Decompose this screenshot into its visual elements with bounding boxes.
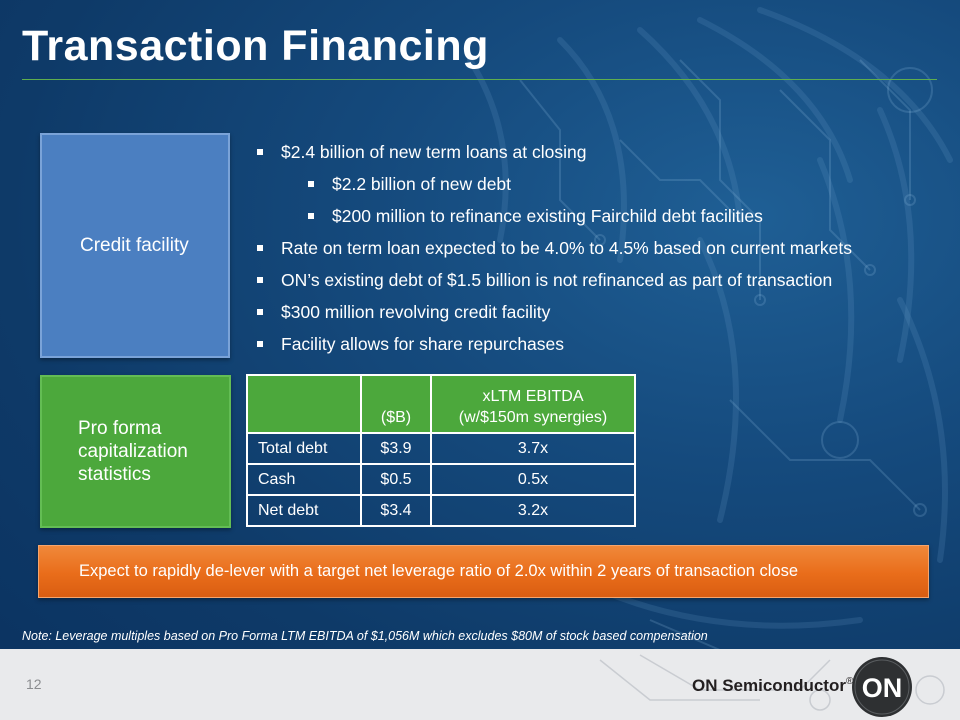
bullet-text: ON’s existing debt of $1.5 billion is no… bbox=[281, 270, 833, 290]
brand-text: ON Semiconductor bbox=[692, 676, 846, 695]
bullet-text: $2.2 billion of new debt bbox=[332, 174, 512, 194]
row-multiple: 3.2x bbox=[430, 494, 636, 527]
bullet-item: $2.4 billion of new term loans at closin… bbox=[255, 140, 945, 172]
square-bullet-icon bbox=[308, 213, 314, 219]
square-bullet-icon bbox=[308, 181, 314, 187]
delever-callout-banner: Expect to rapidly de-lever with a target… bbox=[38, 545, 929, 598]
row-amount: $3.9 bbox=[360, 432, 432, 465]
bullet-text: $2.4 billion of new term loans at closin… bbox=[281, 142, 587, 162]
table-row: Cash $0.5 0.5x bbox=[246, 463, 636, 496]
bullet-item: Rate on term loan expected to be 4.0% to… bbox=[255, 236, 945, 268]
on-semiconductor-logo-icon: ON bbox=[852, 657, 912, 717]
row-label: Cash bbox=[246, 463, 362, 496]
bullet-text: $300 million revolving credit facility bbox=[281, 302, 551, 322]
table-row: Net debt $3.4 3.2x bbox=[246, 494, 636, 527]
footnote: Note: Leverage multiples based on Pro Fo… bbox=[22, 629, 708, 643]
page-title: Transaction Financing bbox=[22, 22, 489, 70]
sub-bullet-item: $200 million to refinance existing Fairc… bbox=[255, 204, 945, 236]
header-cell bbox=[246, 374, 362, 434]
header-cell-ebitda-multiple: xLTM EBITDA (w/$150m synergies) bbox=[430, 374, 636, 434]
row-amount: $0.5 bbox=[360, 463, 432, 496]
registered-mark: ® bbox=[845, 676, 854, 687]
logo-text: ON bbox=[862, 673, 903, 703]
footer-band bbox=[0, 649, 960, 720]
row-multiple: 3.7x bbox=[430, 432, 636, 465]
square-bullet-icon bbox=[257, 277, 263, 283]
bullet-text: Rate on term loan expected to be 4.0% to… bbox=[281, 238, 853, 258]
credit-facility-box: Credit facility bbox=[40, 133, 230, 358]
row-multiple: 0.5x bbox=[430, 463, 636, 496]
row-label: Net debt bbox=[246, 494, 362, 527]
bullet-item: $300 million revolving credit facility bbox=[255, 300, 945, 332]
bullet-item: Facility allows for share repurchases bbox=[255, 332, 945, 364]
title-underline bbox=[22, 79, 937, 80]
credit-facility-bullets: $2.4 billion of new term loans at closin… bbox=[255, 140, 945, 364]
header-line-1: xLTM EBITDA bbox=[482, 388, 584, 405]
square-bullet-icon bbox=[257, 245, 263, 251]
bullet-text: Facility allows for share repurchases bbox=[281, 334, 565, 354]
table-row: Total debt $3.9 3.7x bbox=[246, 432, 636, 465]
header-line-2: (w/$150m synergies) bbox=[458, 409, 608, 426]
pro-forma-label: Pro forma capitalization statistics bbox=[78, 418, 188, 485]
sub-bullet-item: $2.2 billion of new debt bbox=[255, 172, 945, 204]
table-header-row: ($B) xLTM EBITDA (w/$150m synergies) bbox=[246, 374, 636, 434]
bullet-item: ON’s existing debt of $1.5 billion is no… bbox=[255, 268, 945, 300]
row-amount: $3.4 bbox=[360, 494, 432, 527]
row-label: Total debt bbox=[246, 432, 362, 465]
delever-text: Expect to rapidly de-lever with a target… bbox=[79, 562, 799, 580]
square-bullet-icon bbox=[257, 309, 263, 315]
credit-facility-label: Credit facility bbox=[80, 235, 189, 256]
header-cell-usd-billions: ($B) bbox=[360, 374, 432, 434]
pro-forma-box: Pro forma capitalization statistics bbox=[40, 375, 231, 528]
square-bullet-icon bbox=[257, 341, 263, 347]
brand-name: ON Semiconductor® bbox=[692, 676, 853, 696]
square-bullet-icon bbox=[257, 149, 263, 155]
page-number: 12 bbox=[26, 676, 42, 692]
capitalization-table: ($B) xLTM EBITDA (w/$150m synergies) Tot… bbox=[246, 374, 636, 527]
bullet-text: $200 million to refinance existing Fairc… bbox=[332, 206, 763, 226]
